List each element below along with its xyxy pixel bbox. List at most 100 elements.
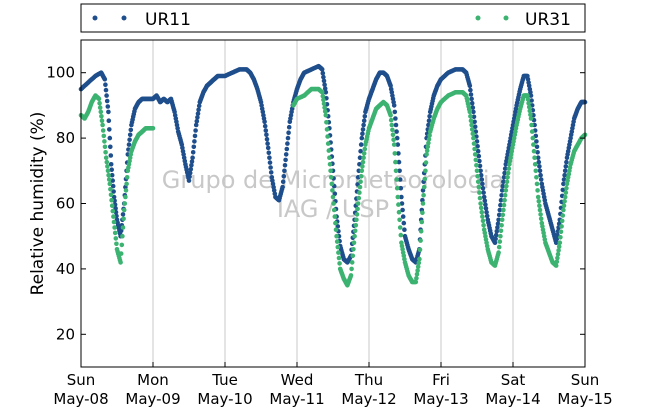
data-point: [355, 206, 360, 212]
data-point: [480, 214, 485, 219]
data-point: [498, 202, 503, 208]
legend-marker: [503, 15, 509, 21]
data-point: [100, 122, 105, 128]
data-point: [359, 168, 365, 174]
data-point: [397, 168, 402, 174]
data-point: [268, 165, 273, 170]
data-point: [536, 159, 542, 165]
data-point: [493, 232, 499, 238]
data-point: [413, 279, 419, 285]
data-point: [191, 144, 197, 150]
data-point: [391, 142, 397, 147]
data-point: [502, 166, 508, 171]
data-point: [107, 135, 113, 141]
data-point: [496, 217, 501, 223]
data-point: [425, 144, 431, 150]
data-point: [334, 239, 340, 244]
data-point: [265, 145, 271, 151]
data-point: [392, 109, 398, 115]
data-point: [334, 233, 339, 239]
data-point: [324, 120, 329, 125]
data-point: [108, 153, 114, 158]
data-point: [415, 268, 420, 273]
x-tick-day-label: Tue: [211, 371, 238, 389]
data-point: [424, 148, 430, 153]
data-point: [351, 240, 357, 245]
data-point: [399, 194, 404, 200]
data-point: [537, 207, 543, 213]
data-point: [506, 166, 512, 171]
data-point: [105, 104, 111, 109]
data-point: [478, 168, 483, 174]
data-point: [395, 142, 401, 147]
data-point: [497, 207, 503, 213]
data-point: [102, 76, 108, 82]
data-point: [418, 238, 423, 243]
data-point: [264, 132, 269, 138]
data-point: [267, 155, 272, 160]
data-point: [498, 228, 504, 234]
data-point: [109, 203, 115, 208]
data-point: [501, 179, 506, 184]
data-point: [536, 199, 542, 204]
data-point: [494, 229, 500, 234]
data-point: [323, 112, 329, 118]
data-point: [335, 244, 341, 250]
data-point: [106, 172, 111, 178]
data-point: [533, 168, 539, 174]
data-point: [562, 194, 568, 200]
data-point: [479, 209, 485, 215]
data-point: [196, 103, 202, 109]
data-point: [420, 201, 426, 206]
data-point: [108, 144, 113, 150]
data-point: [472, 146, 477, 152]
data-point: [331, 207, 337, 213]
data-point: [417, 256, 422, 262]
data-point: [195, 115, 200, 120]
x-tick-date-label: May-11: [269, 390, 324, 408]
data-point: [562, 199, 567, 204]
data-point: [109, 167, 114, 172]
data-point: [525, 97, 531, 102]
data-point: [394, 185, 400, 191]
data-point: [321, 74, 326, 80]
data-point: [471, 135, 476, 141]
data-point: [531, 148, 537, 154]
data-point: [423, 168, 428, 174]
data-point: [196, 107, 201, 113]
data-point: [496, 250, 501, 255]
x-tick-date-label: May-14: [485, 390, 540, 408]
data-point: [190, 155, 195, 160]
data-point: [538, 177, 544, 182]
data-point: [103, 150, 108, 155]
data-point: [421, 184, 427, 190]
legend-marker: [121, 15, 127, 21]
data-point: [482, 198, 488, 204]
data-point: [193, 122, 199, 128]
data-point: [284, 146, 290, 152]
data-point: [480, 181, 485, 187]
data-point: [360, 131, 365, 136]
data-point: [424, 152, 429, 157]
data-point: [359, 135, 365, 141]
data-point: [553, 240, 559, 245]
data-point: [414, 272, 420, 277]
data-point: [394, 177, 399, 182]
data-point: [388, 112, 393, 118]
data-point: [112, 225, 117, 230]
data-point: [427, 114, 432, 119]
data-point: [120, 225, 126, 230]
data-point: [468, 114, 473, 119]
data-point: [328, 168, 333, 174]
data-point: [504, 183, 509, 189]
data-point: [121, 216, 126, 222]
data-point: [119, 242, 125, 248]
data-point: [468, 87, 473, 93]
data-point: [358, 148, 363, 154]
data-point: [123, 194, 128, 200]
data-point: [529, 122, 534, 128]
data-point: [321, 97, 326, 103]
data-point: [472, 119, 477, 125]
data-point: [471, 141, 477, 146]
